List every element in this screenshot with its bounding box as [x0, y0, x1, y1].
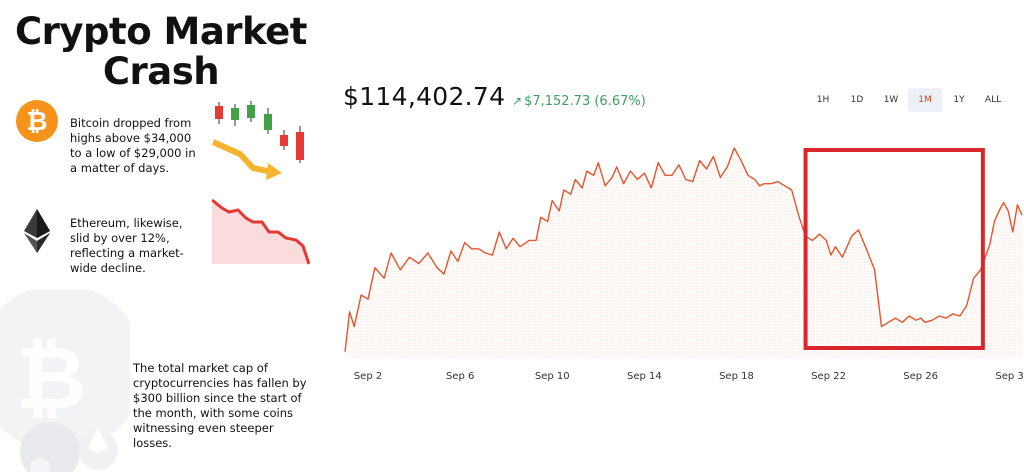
range-button-1d[interactable]: 1D [850, 95, 864, 105]
ethereum-icon [24, 209, 50, 253]
price-area-fill [345, 148, 1022, 358]
x-tick-label: Sep 14 [627, 371, 662, 382]
bitcoin-note: Bitcoin dropped from highs above $34,000… [70, 116, 196, 175]
current-price: $114,402.74 [343, 82, 506, 111]
range-button-all[interactable]: ALL [984, 95, 1002, 105]
background-coins-decoration: ₿ [0, 290, 130, 472]
x-tick-label: Sep 10 [535, 371, 570, 382]
svg-text:₿: ₿ [16, 329, 86, 429]
bitcoin-icon: ₿ [16, 100, 58, 142]
ethereum-note: Ethereum, likewise, slid by over 12%, re… [70, 216, 184, 275]
page-title: Crypto Market Crash [15, 10, 307, 93]
range-button-1y[interactable]: 1Y [953, 95, 965, 105]
candlestick-down-arrow-icon [211, 101, 304, 180]
market-cap-note: The total market cap of cryptocurrencies… [133, 361, 307, 450]
crash-highlight-box [803, 148, 985, 350]
range-button-1w[interactable]: 1W [883, 95, 899, 105]
price-change: ↗ $7,152.73 (6.67%) [512, 94, 646, 109]
x-tick-label: Sep 18 [719, 371, 754, 382]
price-line [344, 147, 1023, 352]
x-tick-label: Sep 30 [995, 371, 1024, 382]
x-tick-label: Sep 2 [354, 371, 382, 382]
x-tick-label: Sep 26 [903, 371, 938, 382]
x-tick-label: Sep 22 [811, 371, 846, 382]
decline-area-icon [212, 198, 310, 265]
range-button-1m[interactable]: 1M [908, 88, 942, 112]
time-range-selector: 1H 1D 1W 1M 1Y ALL [806, 88, 1010, 112]
arrow-up-right-icon: ↗ [512, 94, 523, 108]
range-button-1h[interactable]: 1H [816, 95, 830, 105]
price-change-value: $7,152.73 (6.67%) [524, 94, 646, 109]
x-tick-label: Sep 6 [446, 371, 474, 382]
